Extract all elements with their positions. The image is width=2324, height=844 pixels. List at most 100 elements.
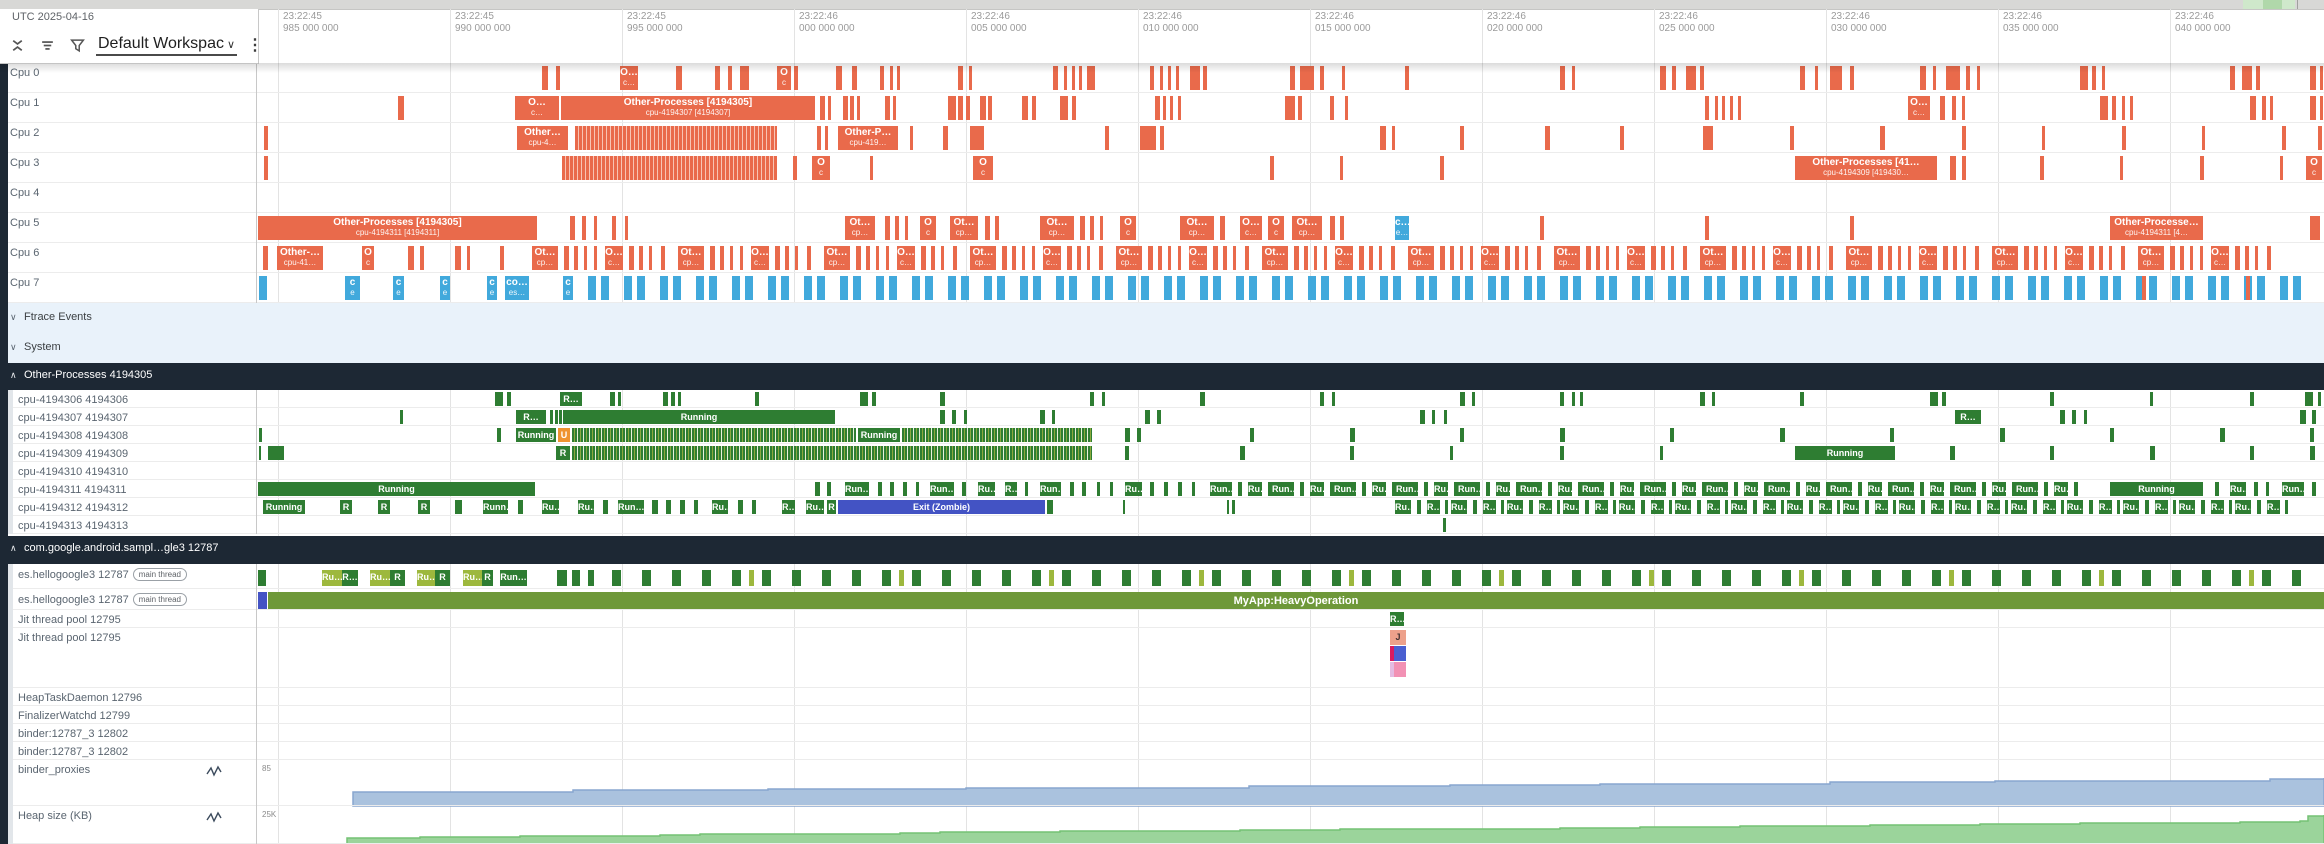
slice[interactable] bbox=[1752, 570, 1761, 586]
slice[interactable] bbox=[1350, 446, 1354, 460]
slice-o-[interactable]: O… c… bbox=[1189, 246, 1207, 270]
slice[interactable] bbox=[730, 246, 733, 270]
slice[interactable] bbox=[882, 570, 891, 586]
slice[interactable] bbox=[1596, 276, 1604, 300]
slice-run-[interactable]: Run… bbox=[1458, 482, 1480, 496]
slice-ru-[interactable]: Ru… bbox=[578, 500, 594, 514]
slice[interactable] bbox=[966, 96, 970, 120]
slice-run-[interactable]: Run… bbox=[1706, 482, 1728, 496]
slice[interactable] bbox=[995, 216, 999, 240]
slice[interactable] bbox=[400, 410, 403, 424]
slice[interactable] bbox=[1660, 66, 1666, 90]
slice[interactable] bbox=[1661, 246, 1665, 270]
slice[interactable] bbox=[1790, 126, 1794, 150]
slice[interactable] bbox=[2050, 446, 2054, 460]
slice[interactable] bbox=[1300, 66, 1314, 90]
slice[interactable] bbox=[1780, 428, 1785, 442]
slice[interactable] bbox=[1298, 96, 1302, 120]
slice[interactable] bbox=[1560, 66, 1565, 90]
slice[interactable] bbox=[857, 96, 860, 120]
slice[interactable] bbox=[1992, 276, 2000, 300]
slice[interactable] bbox=[1585, 500, 1589, 514]
slice-other-processes-41-[interactable]: Other-Processes [41… cpu-4194309 [419430… bbox=[1795, 156, 1937, 180]
slice[interactable] bbox=[1056, 276, 1064, 300]
slice-o-[interactable]: O… c… bbox=[897, 246, 915, 270]
slice[interactable] bbox=[895, 216, 899, 240]
slice[interactable] bbox=[1324, 246, 1327, 270]
slice[interactable] bbox=[1606, 246, 1609, 270]
slice[interactable] bbox=[1444, 410, 1447, 424]
slice[interactable] bbox=[1982, 482, 1986, 496]
slice[interactable] bbox=[1040, 410, 1045, 424]
slice[interactable] bbox=[941, 246, 944, 270]
slice[interactable] bbox=[1950, 156, 1956, 180]
slice[interactable] bbox=[853, 276, 861, 300]
slice[interactable] bbox=[822, 570, 831, 586]
slice[interactable] bbox=[1884, 276, 1892, 300]
slice-o-[interactable]: O… c… bbox=[1481, 246, 1499, 270]
slice[interactable] bbox=[886, 246, 889, 270]
slice-r-[interactable]: R… bbox=[1005, 482, 1017, 496]
slice[interactable] bbox=[258, 570, 266, 586]
slice[interactable] bbox=[1672, 66, 1676, 90]
slice[interactable] bbox=[1872, 570, 1881, 586]
slice[interactable] bbox=[2012, 482, 2016, 496]
slice[interactable] bbox=[1053, 66, 1058, 90]
slice[interactable] bbox=[2054, 246, 2057, 270]
slice[interactable] bbox=[1330, 216, 1335, 240]
slice-co-[interactable]: co… es… bbox=[505, 276, 529, 300]
slice[interactable] bbox=[2318, 392, 2321, 406]
slice[interactable] bbox=[1345, 96, 1348, 120]
slice[interactable] bbox=[575, 126, 777, 150]
slice[interactable] bbox=[1732, 246, 1737, 270]
slice[interactable] bbox=[921, 246, 926, 270]
slice[interactable] bbox=[1090, 216, 1094, 240]
slice[interactable] bbox=[1515, 246, 1519, 270]
slice[interactable] bbox=[2180, 246, 2184, 270]
slice[interactable] bbox=[768, 276, 776, 300]
slice[interactable] bbox=[263, 246, 268, 270]
slice-c-[interactable]: c…e… bbox=[1395, 216, 1409, 240]
slice[interactable] bbox=[1340, 156, 1343, 180]
slice[interactable] bbox=[775, 246, 780, 270]
slice[interactable] bbox=[1072, 66, 1075, 90]
track-shell-es-hellogoogle3-12787[interactable]: es.hellogoogle3 12787 main thread bbox=[0, 589, 257, 610]
slice[interactable] bbox=[2250, 96, 2256, 120]
slice-r-[interactable]: R… bbox=[1483, 500, 1496, 514]
slice[interactable] bbox=[661, 246, 665, 270]
slice[interactable] bbox=[264, 126, 268, 150]
slice-o-[interactable]: O… c… bbox=[1335, 246, 1353, 270]
slice[interactable] bbox=[1440, 246, 1445, 270]
slice[interactable] bbox=[507, 392, 511, 406]
slice-ru-[interactable]: Ru… bbox=[1731, 500, 1747, 514]
slice[interactable] bbox=[612, 570, 621, 586]
slice[interactable] bbox=[1450, 446, 1453, 460]
slice-running[interactable]: Running bbox=[263, 500, 305, 514]
slice[interactable] bbox=[1602, 570, 1611, 586]
slice[interactable] bbox=[1320, 392, 1324, 406]
slice[interactable] bbox=[890, 66, 893, 90]
slice[interactable] bbox=[2112, 570, 2121, 586]
slice[interactable] bbox=[815, 482, 820, 496]
slice[interactable] bbox=[612, 216, 616, 240]
slice[interactable] bbox=[2185, 276, 2193, 300]
slice[interactable] bbox=[1610, 482, 1614, 496]
slice-ru-[interactable]: Ru… bbox=[1395, 500, 1411, 514]
slice[interactable] bbox=[2044, 482, 2048, 496]
slice[interactable] bbox=[1933, 276, 1941, 300]
slice[interactable] bbox=[1537, 246, 1541, 270]
slice[interactable] bbox=[1717, 276, 1725, 300]
slice[interactable] bbox=[1145, 410, 1150, 424]
slice[interactable] bbox=[1671, 246, 1674, 270]
slice-ru-[interactable]: Ru… bbox=[1955, 500, 1971, 514]
slice[interactable] bbox=[964, 410, 967, 424]
slice-ru-[interactable]: Ru… bbox=[1125, 482, 1142, 496]
slice-r[interactable]: R bbox=[340, 500, 352, 514]
slice[interactable] bbox=[1920, 276, 1928, 300]
slice[interactable] bbox=[629, 246, 634, 270]
slice[interactable] bbox=[1357, 276, 1365, 300]
slice[interactable] bbox=[2310, 216, 2320, 240]
slice-o-[interactable]: O… c… bbox=[1240, 216, 1262, 240]
slice[interactable] bbox=[1472, 392, 1475, 406]
